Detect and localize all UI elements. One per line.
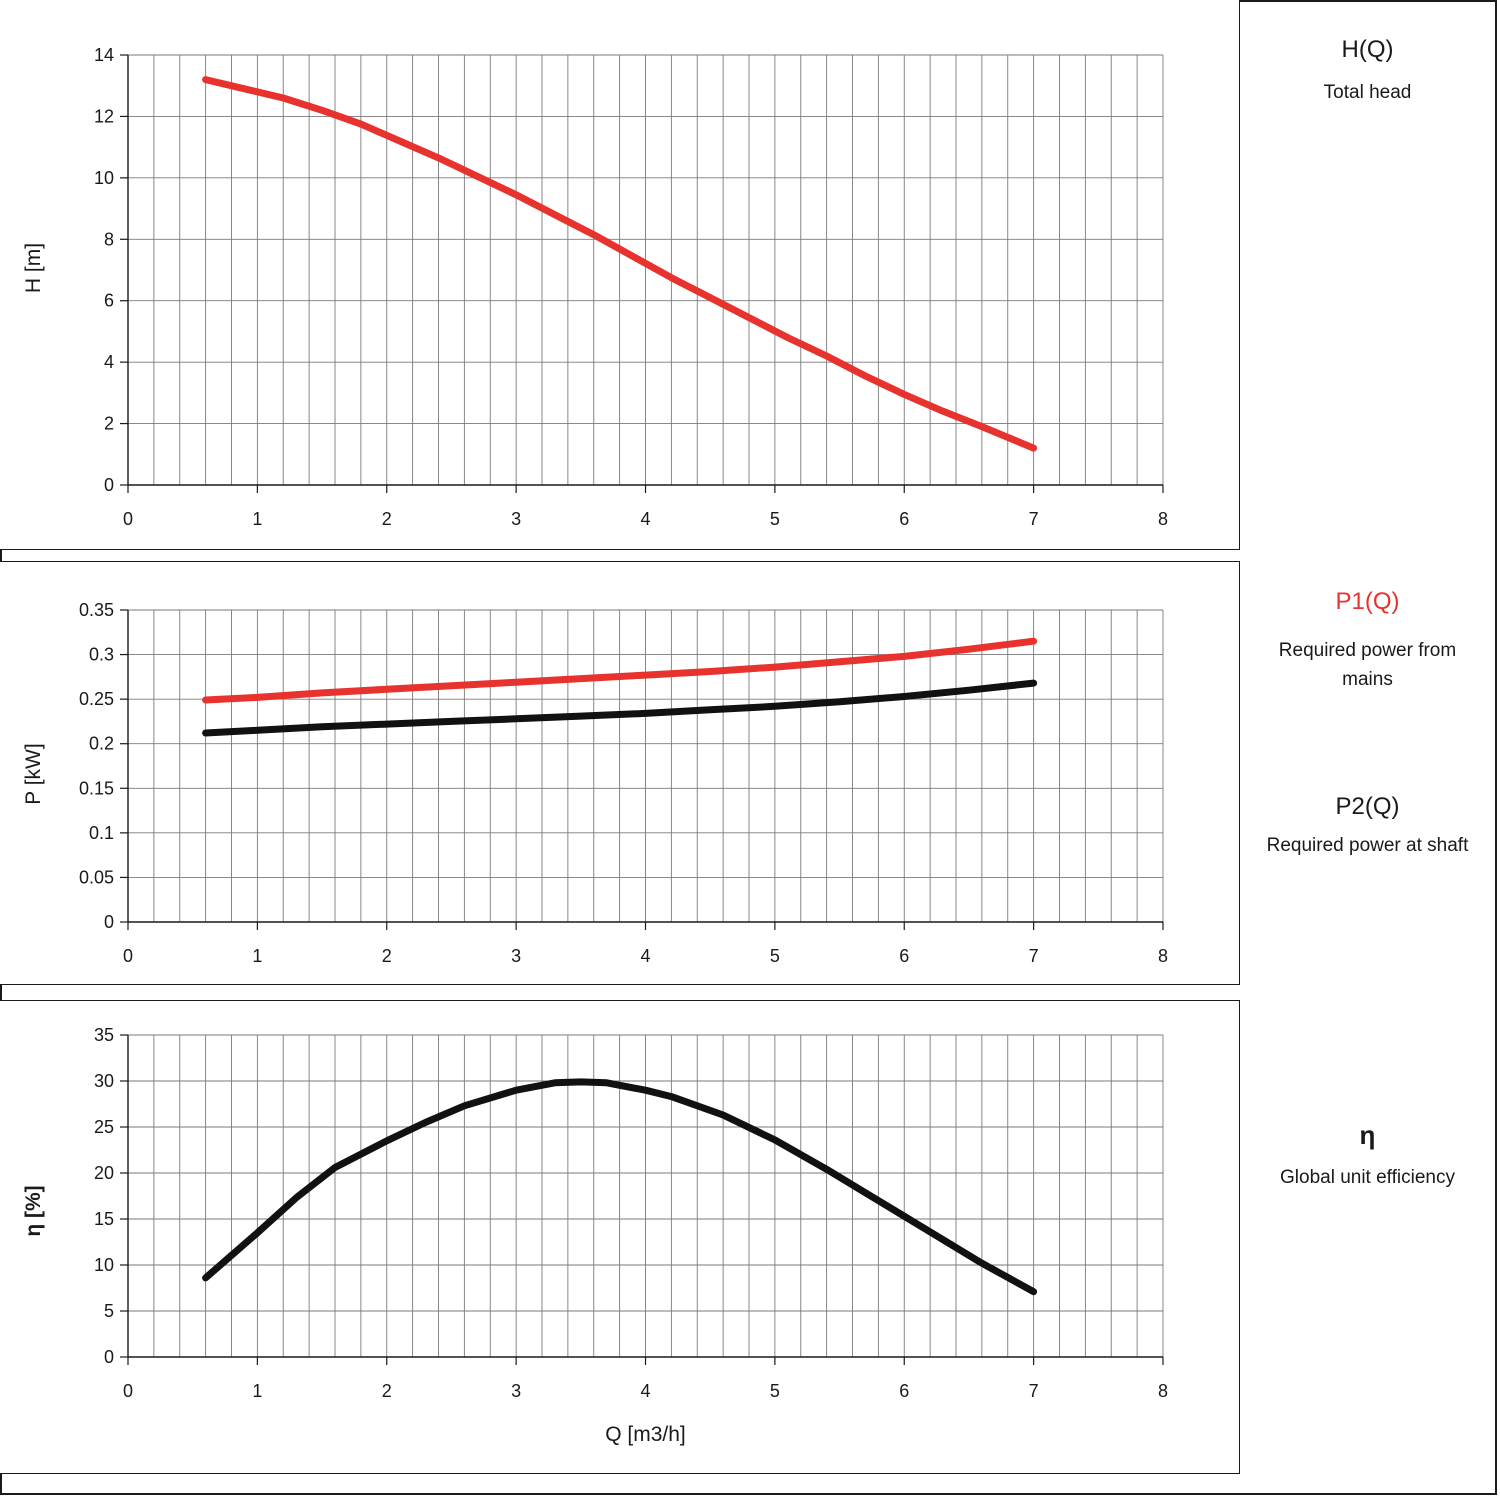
power-chart-panel: 0 0.05 0.1 0.15 0.2 0.25 0.3 0.35 0 1 2 3 4 5 6 7 8 P [kW… [0, 561, 1240, 985]
power-x-tick-label: 4 [640, 946, 650, 966]
legend-p1-desc: Required power from mains [1240, 636, 1495, 694]
power-y-tick-label: 0.15 [79, 778, 114, 798]
legend-eta-title: η [1359, 1120, 1376, 1150]
power-x-tick-label: 5 [770, 946, 780, 966]
power-x-tick-label: 8 [1158, 946, 1168, 966]
legend-p1: P1(Q) Required power from mains [1240, 588, 1495, 694]
power-y-tick-label: 0.3 [89, 645, 114, 665]
head-chart-panel: 0 2 4 6 8 10 12 14 0 1 2 3 4 5 6 7 8 H [m] [0, 0, 1240, 550]
power-series-line-1 [202, 679, 1038, 737]
power-series-line-0 [202, 637, 1038, 704]
legend-p2-desc: Required power at shaft [1266, 835, 1469, 856]
efficiency-x-tick-label: 0 [123, 1381, 133, 1401]
power-y-tick-label: 0.35 [79, 600, 114, 620]
head-y-tick-label: 0 [104, 475, 114, 495]
head-x-tick-label: 6 [899, 509, 909, 529]
head-y-tick-label: 2 [104, 414, 114, 434]
efficiency-x-tick-label: 2 [382, 1381, 392, 1401]
head-x-tick-label: 0 [123, 509, 133, 529]
power-x-tick-label: 1 [252, 946, 262, 966]
head-y-tick-label: 8 [104, 229, 114, 249]
efficiency-x-tick-label: 3 [511, 1381, 521, 1401]
power-x-tick-label: 7 [1029, 946, 1039, 966]
head-y-axis-title: H [m] [22, 243, 45, 293]
head-y-tick-label: 6 [104, 291, 114, 311]
efficiency-x-tick-label: 8 [1158, 1381, 1168, 1401]
legend-p2-title: P2(Q) [1335, 793, 1400, 820]
efficiency-y-tick-label: 30 [94, 1071, 114, 1091]
efficiency-y-tick-label: 25 [94, 1117, 114, 1137]
head-y-tick-label: 10 [94, 168, 114, 188]
legend-head-title: H(Q) [1341, 36, 1394, 63]
head-x-tick-label: 3 [511, 509, 521, 529]
head-y-tick-label: 12 [94, 106, 114, 126]
legend-eta: η Global unit efficiency [1240, 1120, 1495, 1192]
head-x-tick-label: 5 [770, 509, 780, 529]
efficiency-x-tick-label: 7 [1029, 1381, 1039, 1401]
power-x-tick-label: 3 [511, 946, 521, 966]
power-y-tick-label: 0.1 [89, 823, 114, 843]
legend-p1-desc-line1: Required power from [1278, 640, 1457, 661]
efficiency-chart-panel: 0 5 10 15 20 25 30 35 0 1 2 3 4 5 6 7 8 η [%] Q [m3/h] [0, 1000, 1240, 1474]
head-x-tick-label: 2 [382, 509, 392, 529]
power-chart: 0 0.05 0.1 0.15 0.2 0.25 0.3 0.35 0 1 2 3 4 5 6 7 8 P [kW… [22, 600, 1168, 966]
efficiency-y-tick-label: 20 [94, 1163, 114, 1183]
efficiency-y-tick-label: 15 [94, 1209, 114, 1229]
power-grid [127, 609, 1164, 923]
head-grid [127, 54, 1164, 486]
power-x-tick-label: 6 [899, 946, 909, 966]
head-x-tick-label: 8 [1158, 509, 1168, 529]
head-y-tick-label: 4 [104, 352, 114, 372]
legend-p1-desc-line2: mains [1342, 669, 1393, 690]
power-y-tick-label: 0.05 [79, 867, 114, 887]
head-series-line-0 [202, 76, 1038, 452]
efficiency-x-tick-label: 6 [899, 1381, 909, 1401]
head-x-tick-label: 4 [640, 509, 650, 529]
legend-p2: P2(Q) Required power at shaft [1240, 793, 1495, 860]
legend-head: H(Q) Total head [1240, 36, 1495, 107]
efficiency-chart: 0 5 10 15 20 25 30 35 0 1 2 3 4 5 6 7 8 η [%] Q [m3/h] [22, 1025, 1168, 1446]
power-y-tick-label: 0.2 [89, 734, 114, 754]
power-y-tick-label: 0 [104, 912, 114, 932]
efficiency-x-tick-label: 5 [770, 1381, 780, 1401]
efficiency-y-tick-label: 5 [104, 1301, 114, 1321]
efficiency-x-tick-label: 4 [640, 1381, 650, 1401]
efficiency-y-tick-label: 0 [104, 1347, 114, 1367]
head-x-tick-label: 1 [252, 509, 262, 529]
efficiency-y-axis-title: η [%] [22, 1185, 45, 1236]
power-x-tick-label: 0 [123, 946, 133, 966]
legend-head-desc: Total head [1323, 82, 1412, 103]
efficiency-y-tick-label: 10 [94, 1255, 114, 1275]
efficiency-x-axis-title: Q [m3/h] [605, 1423, 686, 1446]
head-x-tick-label: 7 [1029, 509, 1039, 529]
legend-p1-title: P1(Q) [1335, 588, 1400, 615]
efficiency-series-line-0 [202, 1078, 1038, 1296]
efficiency-y-tick-label: 35 [94, 1025, 114, 1045]
efficiency-grid [127, 1034, 1164, 1358]
power-x-tick-label: 2 [382, 946, 392, 966]
power-y-tick-label: 0.25 [79, 689, 114, 709]
legend-eta-desc: Global unit efficiency [1280, 1167, 1455, 1188]
efficiency-x-tick-label: 1 [252, 1381, 262, 1401]
head-y-tick-label: 14 [94, 45, 114, 65]
power-y-axis-title: P [kW] [22, 743, 45, 804]
